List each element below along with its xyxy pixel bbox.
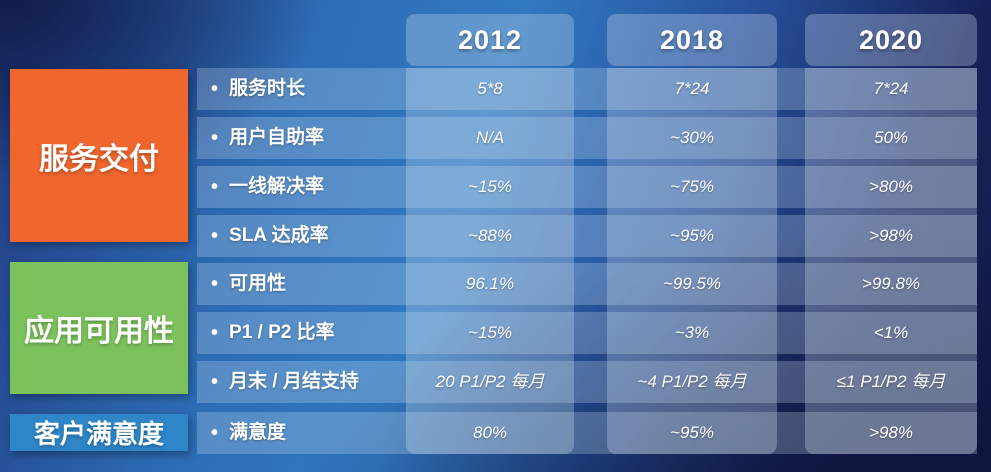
cell-2018: ~75% [670, 177, 714, 196]
cell-2018: ~99.5% [662, 274, 722, 293]
bullet-icon: • [211, 176, 219, 198]
cell-2020: 7*24 [873, 79, 909, 98]
row-label-group: • 满意度 [211, 412, 286, 454]
row-self-service-rate: • 用户自助率 N/A ~30% 50% [197, 117, 977, 159]
cell-2012: ~88% [468, 226, 512, 245]
bullet-icon: • [211, 78, 219, 100]
bullet-icon: • [211, 127, 219, 149]
row-label: SLA 达成率 [229, 225, 329, 246]
category-app-availability: 应用可用性 [10, 262, 188, 394]
cell-2020: >80% [869, 177, 913, 196]
row-month-end-support: • 月末 / 月结支持 20 P1/P2 每月 ~4 P1/P2 每月 ≤1 P… [197, 361, 977, 403]
cell-2012: 80% [472, 423, 508, 442]
row-availability: • 可用性 96.1% ~99.5% >99.8% [197, 263, 977, 305]
cell-2012: ~15% [468, 323, 512, 342]
row-label: P1 / P2 比率 [229, 322, 335, 343]
row-label: 用户自助率 [229, 127, 325, 148]
row-label-group: • 一线解决率 [211, 166, 324, 208]
row-label-group: • P1 / P2 比率 [211, 312, 335, 354]
cell-2012: ~15% [468, 177, 512, 196]
cell-2018: 7*24 [674, 79, 710, 98]
cell-2020: >98% [869, 423, 913, 442]
year-header-2012: 2012 [406, 14, 574, 66]
cell-2012: N/A [475, 128, 505, 147]
year-header-2020: 2020 [805, 14, 977, 66]
row-label: 可用性 [229, 273, 287, 294]
year-header-2018: 2018 [607, 14, 777, 66]
cell-2012: 96.1% [465, 274, 515, 293]
row-label: 服务时长 [229, 78, 306, 99]
cell-2018: ~4 P1/P2 每月 [637, 372, 747, 391]
cell-2018: ~95% [670, 423, 714, 442]
column-strip-2020 [805, 68, 977, 454]
row-first-line-resolution-rate: • 一线解决率 ~15% ~75% >80% [197, 166, 977, 208]
row-sla-attainment-rate: • SLA 达成率 ~88% ~95% >98% [197, 215, 977, 257]
row-label: 一线解决率 [229, 176, 325, 197]
column-strip-2012 [406, 68, 574, 454]
cell-2018: ~30% [670, 128, 714, 147]
cell-2020: >99.8% [861, 274, 921, 293]
row-service-duration: • 服务时长 5*8 7*24 7*24 [197, 68, 977, 110]
row-label-group: • 用户自助率 [211, 117, 324, 159]
bullet-icon: • [211, 422, 219, 444]
bullet-icon: • [211, 225, 219, 247]
row-label-group: • SLA 达成率 [211, 215, 329, 257]
cell-2012: 20 P1/P2 每月 [435, 372, 545, 391]
cell-2018: ~95% [670, 226, 714, 245]
cell-2020: 50% [873, 128, 909, 147]
bullet-icon: • [211, 273, 219, 295]
cell-2012: 5*8 [477, 79, 503, 98]
bullet-icon: • [211, 322, 219, 344]
category-customer-satisfaction: 客户满意度 [10, 414, 188, 451]
row-label: 月末 / 月结支持 [229, 371, 359, 392]
row-label-group: • 可用性 [211, 263, 286, 305]
cell-2018: ~3% [674, 323, 710, 342]
column-strip-2018 [607, 68, 777, 454]
cell-2020: <1% [873, 323, 909, 342]
cell-2020: ≤1 P1/P2 每月 [836, 372, 946, 391]
row-label: 满意度 [229, 422, 287, 443]
row-satisfaction: • 满意度 80% ~95% >98% [197, 412, 977, 454]
row-label-group: • 服务时长 [211, 68, 305, 110]
cell-2020: >98% [869, 226, 913, 245]
category-service-delivery: 服务交付 [10, 69, 188, 242]
bullet-icon: • [211, 371, 219, 393]
row-label-group: • 月末 / 月结支持 [211, 361, 359, 403]
row-p1-p2-ratio: • P1 / P2 比率 ~15% ~3% <1% [197, 312, 977, 354]
